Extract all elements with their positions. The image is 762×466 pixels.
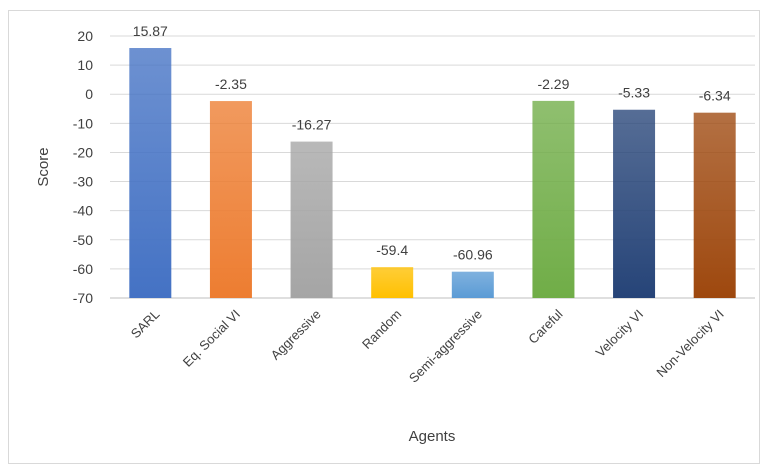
bar-velocity-vi (613, 109, 656, 299)
x-tick-label-semi-aggressive: Semi-aggressive (406, 307, 485, 386)
y-tick-label: -30 (73, 174, 93, 190)
data-label-eq-social-vi: -2.35 (215, 76, 247, 92)
y-tick-label: 10 (77, 57, 93, 73)
bar-random (371, 267, 414, 298)
y-axis-ticks: 20 10 0 -10 -20 -30 -40 -50 -60 -70 (73, 28, 93, 306)
data-label-velocity-vi: -5.33 (618, 85, 650, 101)
gridlines (110, 35, 755, 299)
data-labels: 15.87 -2.35 -16.27 -59.4 -60.96 -2.29 -5.33 -6.… (133, 23, 731, 263)
bar-aggressive (290, 141, 333, 298)
y-tick-label: -50 (73, 232, 93, 248)
y-axis-title: Score (35, 147, 52, 186)
x-axis-categories: SARL Eq. Social VI Aggressive Random Semi-ag… (128, 306, 727, 385)
x-tick-label-random: Random (359, 307, 404, 352)
x-tick-label-aggressive: Aggressive (268, 307, 324, 363)
chart-frame (8, 10, 760, 464)
x-tick-label-non-velocity-vi: Non-Velocity VI (653, 307, 726, 380)
x-axis-title: Agents (409, 428, 456, 445)
y-tick-label: -10 (73, 115, 93, 131)
bar-careful (532, 100, 575, 298)
bar-sarl (129, 48, 172, 298)
data-label-sarl: 15.87 (133, 23, 168, 39)
data-label-semi-aggressive: -60.96 (453, 247, 493, 263)
bar-semi-aggressive (451, 271, 494, 298)
y-tick-label: -40 (73, 203, 93, 219)
data-label-non-velocity-vi: -6.34 (699, 88, 731, 104)
x-tick-label-velocity-vi: Velocity VI (593, 307, 647, 361)
bars (129, 48, 736, 299)
data-label-aggressive: -16.27 (292, 117, 332, 133)
y-tick-label: -70 (73, 290, 93, 306)
x-tick-label-sarl: SARL (128, 307, 163, 342)
data-label-careful: -2.29 (537, 76, 569, 92)
x-tick-label-careful: Careful (525, 306, 565, 346)
y-tick-label: -20 (73, 144, 93, 160)
bar-non-velocity-vi (693, 112, 736, 298)
y-tick-label: -60 (73, 261, 93, 277)
bar-eq-social-vi (209, 101, 252, 299)
x-tick-label-eq-social-vi: Eq. Social VI (180, 307, 243, 370)
data-label-random: -59.4 (376, 242, 408, 258)
y-tick-label: 0 (85, 86, 93, 102)
y-tick-label: 20 (77, 28, 93, 44)
